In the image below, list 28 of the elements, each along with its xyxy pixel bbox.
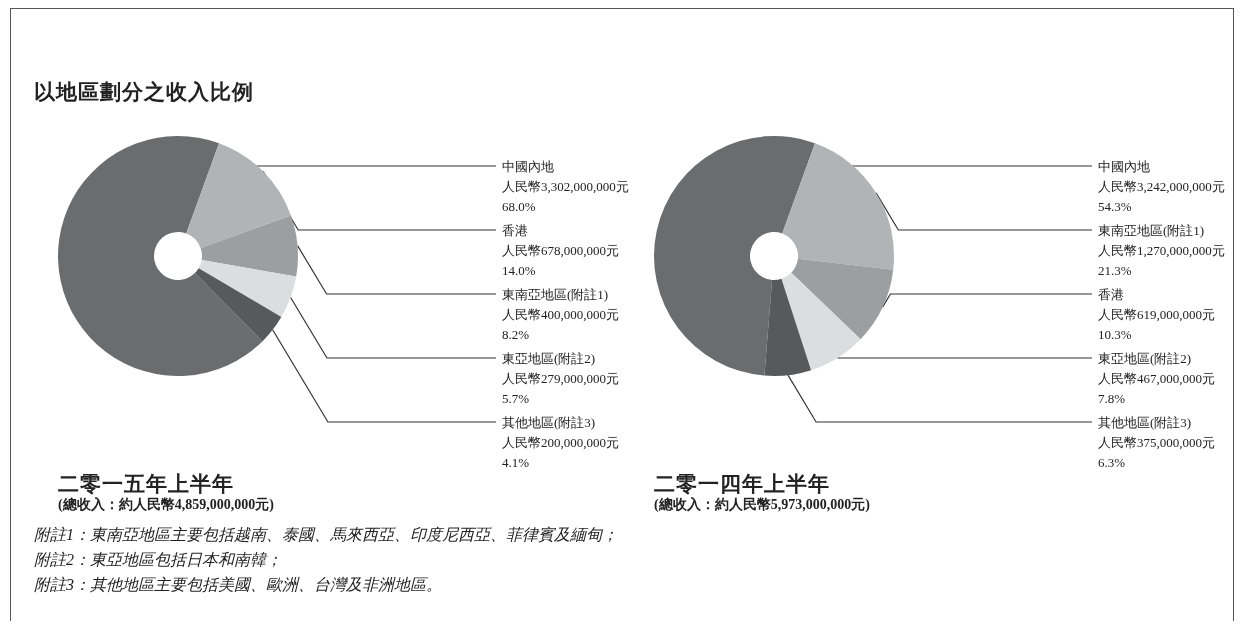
slice-label: 東南亞地區(附註1) bbox=[1098, 222, 1205, 238]
slice-label: 東亞地區(附註2) bbox=[1098, 350, 1192, 366]
slice-label: 中國內地 bbox=[502, 158, 554, 174]
data-label: 人民幣467,000,000元 7.8% bbox=[1098, 370, 1215, 406]
data-label: 人民幣3,302,000,000元 68.0% bbox=[502, 178, 629, 214]
text: 附註3：其他地區主要包括美國、歐洲、台灣及非洲地區。 bbox=[34, 575, 443, 595]
slice-label: 東亞地區(附註2) bbox=[502, 350, 596, 366]
slice-label: 香港 bbox=[502, 222, 528, 238]
data-label: 人民幣678,000,000元 14.0% bbox=[502, 242, 619, 278]
slice-label: 其他地區(附註3) bbox=[502, 414, 596, 430]
data-label: 人民幣200,000,000元 4.1% bbox=[502, 434, 619, 470]
slice-label: 香港 bbox=[1098, 286, 1124, 302]
data-label: 人民幣1,270,000,000元 21.3% bbox=[1098, 242, 1225, 278]
data-label: 人民幣400,000,000元 8.2% bbox=[502, 306, 619, 342]
data-label: 人民幣279,000,000元 5.7% bbox=[502, 370, 619, 406]
text: 附註2：東亞地區包括日本和南韓； bbox=[34, 550, 283, 570]
chart-title: 以地區劃分之收入比例 bbox=[34, 79, 254, 106]
text: (總收入：約人民幣5,973,000,000元) bbox=[654, 496, 870, 514]
slice-label: 東南亞地區(附註1) bbox=[502, 286, 609, 302]
slice-label: 其他地區(附註3) bbox=[1098, 414, 1192, 430]
text: 二零一五年上半年 bbox=[58, 471, 234, 497]
data-label: 人民幣375,000,000元 6.3% bbox=[1098, 434, 1215, 470]
slice-label: 中國內地 bbox=[1098, 158, 1150, 174]
data-label: 人民幣3,242,000,000元 54.3% bbox=[1098, 178, 1225, 214]
text: (總收入：約人民幣4,859,000,000元) bbox=[58, 496, 274, 514]
data-label: 人民幣619,000,000元 10.3% bbox=[1098, 306, 1215, 342]
text: 附註1：東南亞地區主要包括越南、泰國、馬來西亞、印度尼西亞、菲律賓及緬甸； bbox=[34, 525, 618, 545]
text: 二零一四年上半年 bbox=[654, 471, 830, 497]
